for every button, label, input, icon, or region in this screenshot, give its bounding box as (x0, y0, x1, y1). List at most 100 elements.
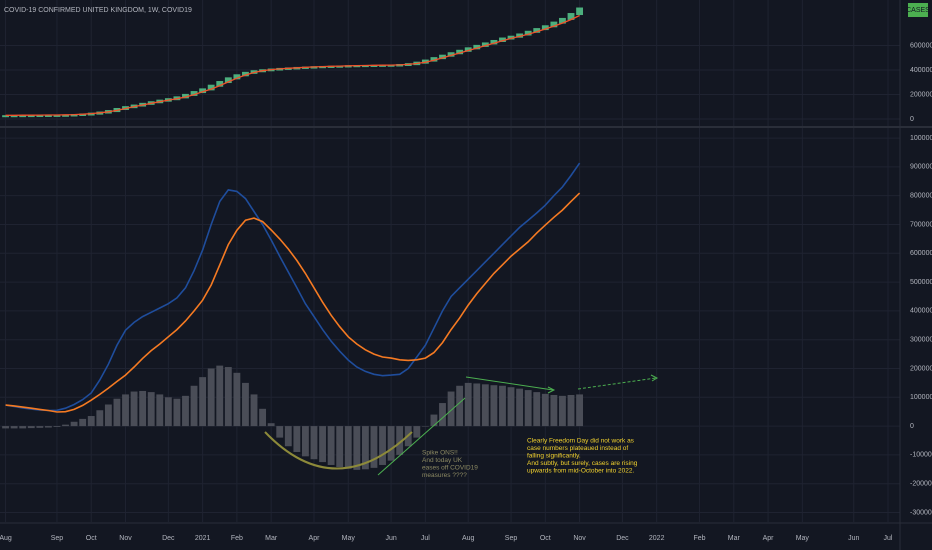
histogram-bar (199, 377, 207, 427)
arc-drawing (264, 431, 413, 470)
x-tick-label: Aug (0, 535, 12, 542)
histogram-bar (421, 426, 429, 427)
projection-line (577, 377, 657, 390)
line-series (5, 162, 581, 412)
x-tick-label: Dec (162, 535, 175, 542)
annotation-text: Clearly Freedom Day did not work as (527, 438, 635, 445)
y-tick-label: -100000 (910, 452, 932, 459)
case-box (550, 21, 558, 28)
histogram-bar (182, 395, 189, 427)
case-box (576, 7, 584, 16)
case-box (44, 114, 52, 117)
y-tick-label: -300000 (910, 509, 932, 516)
trend-line (465, 376, 554, 391)
histogram-bar (439, 403, 446, 427)
histogram-bar (387, 426, 395, 461)
y-tick-label: 400000 (910, 308, 932, 315)
marks (2, 7, 584, 470)
y-tick-label: 200000 (910, 365, 932, 372)
histogram-bar (53, 426, 61, 427)
x-tick-label: Oct (540, 535, 551, 542)
y-tick-label: 300000 (910, 337, 932, 344)
y-tick-label: 0 (910, 116, 914, 123)
annotation-text: And today UK (422, 457, 463, 464)
case-box (439, 54, 446, 60)
case-box (524, 30, 532, 36)
case-box (507, 35, 515, 40)
y-tick-label: 6000000 (910, 42, 932, 49)
cases-badge (908, 3, 928, 17)
case-box (182, 93, 189, 99)
x-tick-label: Sep (505, 535, 518, 542)
chart-title: COVID-19 CONFIRMED UNITED KINGDOM, 1W, C… (4, 7, 192, 14)
histogram-bar (104, 404, 112, 427)
y-tick-label: 1000000 (910, 135, 932, 142)
x-tick-label: Aug (462, 535, 475, 542)
case-box (207, 84, 215, 91)
case-box (481, 42, 489, 47)
histogram-bar (190, 385, 198, 427)
case-box (456, 49, 464, 55)
case-box (53, 114, 61, 117)
histogram-bar (27, 426, 35, 429)
histogram-bar (70, 421, 78, 427)
case-box (430, 57, 438, 62)
y-tick-label: -200000 (910, 481, 932, 488)
histogram-bar (516, 388, 524, 427)
y-tick-label: 800000 (910, 193, 932, 200)
case-box (36, 114, 44, 118)
x-tick-label: Oct (86, 535, 97, 542)
histogram-bar (130, 391, 138, 427)
drawings (264, 374, 659, 476)
x-tick-label: Nov (119, 535, 132, 542)
case-box (516, 33, 524, 38)
x-tick-label: Jul (884, 535, 893, 542)
histogram-bar (533, 392, 541, 427)
case-box (541, 25, 549, 31)
histogram-bar (284, 426, 292, 447)
y-tick-label: 500000 (910, 279, 932, 286)
case-box (567, 13, 575, 20)
x-tick-label: Apr (309, 535, 321, 542)
y-tick-label: 2000000 (910, 91, 932, 98)
histogram-bar (216, 365, 224, 427)
case-box (473, 44, 481, 50)
histogram-bar (559, 395, 566, 427)
arrow-head (650, 374, 659, 382)
histogram-bar (173, 398, 181, 427)
histogram-bar (541, 393, 549, 427)
case-box (490, 39, 498, 45)
histogram-bar (310, 426, 318, 460)
histogram-bar (79, 418, 87, 427)
histogram-bar (293, 426, 301, 453)
x-tick-label: Mar (728, 535, 741, 542)
y-tick-label: 4000000 (910, 67, 932, 74)
histogram-bar (370, 426, 378, 468)
case-box (216, 81, 224, 87)
x-tick-label: Nov (573, 535, 586, 542)
case-box (224, 77, 232, 84)
histogram-bar (344, 426, 352, 469)
case-box (559, 17, 566, 24)
x-tick-label: Jul (421, 535, 430, 542)
annotation-text: upwards from mid-October into 2022. (527, 468, 634, 475)
x-tick-label: May (342, 535, 356, 542)
x-tick-label: 2022 (649, 535, 665, 542)
y-tick-label: 600000 (910, 250, 932, 257)
histogram-bar (396, 426, 404, 455)
x-tick-label: May (796, 535, 810, 542)
annotation-text: Spike ONS!! (422, 450, 458, 457)
histogram-bar (44, 426, 52, 428)
histogram-bar (336, 426, 344, 467)
histogram-bar (361, 426, 369, 470)
histogram-bar (276, 426, 284, 438)
histogram-bar (113, 398, 121, 427)
annotation-text: case numbers plateaued instead of (527, 445, 628, 452)
case-box (199, 88, 207, 94)
x-tick-label: Jun (385, 535, 396, 542)
histogram-bar (524, 390, 532, 427)
case-box (464, 47, 472, 52)
x-tick-label: Apr (763, 535, 775, 542)
